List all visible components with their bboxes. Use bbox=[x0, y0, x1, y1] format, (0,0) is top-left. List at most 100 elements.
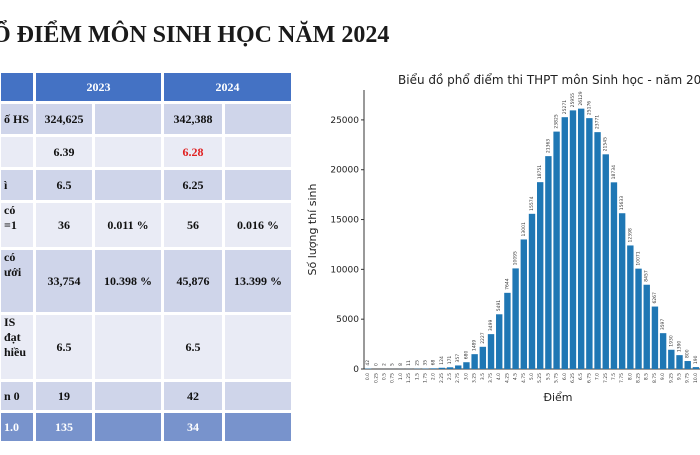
bar bbox=[480, 347, 486, 369]
x-tick-label: 4.0 bbox=[496, 373, 502, 380]
value-2024: 342,388 bbox=[164, 104, 222, 134]
data-label: 3597 bbox=[660, 319, 666, 331]
bar bbox=[439, 368, 445, 369]
bar bbox=[529, 214, 535, 369]
data-label: 25 bbox=[414, 360, 420, 366]
percent-2023 bbox=[95, 315, 161, 379]
data-label: 25271 bbox=[562, 100, 568, 114]
header-year-2024: 2024 bbox=[164, 73, 291, 101]
percent-2024 bbox=[225, 315, 291, 379]
data-label: 13001 bbox=[521, 222, 527, 236]
bar bbox=[512, 268, 518, 369]
data-label: 25955 bbox=[570, 93, 576, 107]
data-label: 7644 bbox=[504, 278, 510, 290]
percent-2023 bbox=[95, 170, 161, 200]
x-tick-label: 10.0 bbox=[693, 373, 699, 383]
data-label: 35 bbox=[422, 360, 428, 366]
x-tick-label: 9.0 bbox=[660, 373, 666, 380]
bar bbox=[521, 239, 527, 369]
x-tick-label: 5.25 bbox=[537, 373, 543, 383]
value-2024: 56 bbox=[164, 203, 222, 247]
data-label: 23771 bbox=[595, 115, 601, 129]
bar bbox=[463, 362, 469, 369]
percent-2024: 0.016 % bbox=[225, 203, 291, 247]
chart-title: Biểu đồ phổ điểm thi THPT môn Sinh học -… bbox=[398, 73, 700, 87]
x-tick-label: 7.25 bbox=[603, 373, 609, 383]
data-label: 25176 bbox=[586, 101, 592, 115]
x-tick-label: 1.0 bbox=[398, 373, 404, 380]
data-label: 680 bbox=[463, 350, 469, 359]
bar bbox=[693, 367, 699, 369]
bar bbox=[619, 213, 625, 369]
percent-2024 bbox=[225, 413, 291, 441]
bar bbox=[545, 156, 551, 369]
bar bbox=[627, 245, 633, 369]
y-tick-label: 25000 bbox=[330, 116, 359, 126]
bar bbox=[488, 334, 494, 369]
x-tick-label: 8.0 bbox=[627, 373, 633, 380]
data-label: 1930 bbox=[668, 335, 674, 347]
x-tick-label: 4.5 bbox=[513, 373, 519, 380]
x-tick-label: 0.0 bbox=[365, 373, 371, 380]
data-label: 124 bbox=[439, 356, 445, 365]
data-label: 42 bbox=[365, 360, 371, 366]
data-label: 8457 bbox=[644, 270, 650, 282]
row-label: có =1 bbox=[1, 203, 33, 247]
x-tick-label: 8.25 bbox=[636, 373, 642, 383]
data-label: 6267 bbox=[652, 292, 658, 304]
x-tick-label: 3.75 bbox=[488, 373, 494, 383]
data-label: 68 bbox=[431, 359, 437, 365]
percent-2023: 0.011 % bbox=[95, 203, 161, 247]
x-tick-label: 5.5 bbox=[545, 373, 551, 380]
percent-2024 bbox=[225, 137, 291, 167]
y-tick-label: 0 bbox=[353, 365, 359, 375]
x-tick-label: 2.75 bbox=[455, 373, 461, 383]
chart-svg: Biểu đồ phổ điểm thi THPT môn Sinh học -… bbox=[306, 70, 700, 450]
bar bbox=[455, 365, 461, 369]
value-2024: 6.28 bbox=[164, 137, 222, 167]
x-tick-label: 1.25 bbox=[406, 373, 412, 383]
data-label: 10071 bbox=[636, 251, 642, 265]
bar bbox=[537, 182, 543, 369]
data-label: 1390 bbox=[677, 341, 683, 353]
x-tick-label: 9.75 bbox=[685, 373, 691, 383]
bar bbox=[471, 354, 477, 369]
bar bbox=[603, 154, 609, 369]
value-2023: 36 bbox=[36, 203, 92, 247]
data-label: 5491 bbox=[496, 300, 502, 312]
value-2023: 6.39 bbox=[36, 137, 92, 167]
x-tick-label: 0.5 bbox=[381, 373, 387, 380]
bar bbox=[553, 132, 559, 369]
data-label: 3499 bbox=[488, 320, 494, 332]
bar bbox=[562, 117, 568, 369]
data-label: 23825 bbox=[554, 114, 560, 128]
bar bbox=[447, 367, 453, 369]
x-tick-label: 0.25 bbox=[373, 373, 379, 383]
bar bbox=[570, 110, 576, 369]
data-label: 18751 bbox=[537, 165, 543, 179]
bar bbox=[685, 361, 691, 369]
score-distribution-chart: Biểu đồ phổ điểm thi THPT môn Sinh học -… bbox=[306, 70, 700, 450]
row-label: 1.0 bbox=[1, 413, 33, 441]
x-tick-label: 7.5 bbox=[611, 373, 617, 380]
x-tick-label: 0.75 bbox=[390, 373, 396, 383]
x-tick-label: 6.0 bbox=[562, 373, 568, 380]
data-label: 171 bbox=[447, 356, 453, 365]
bar bbox=[578, 109, 584, 369]
value-2024: 42 bbox=[164, 382, 222, 410]
x-tick-label: 3.5 bbox=[480, 373, 486, 380]
data-label: 1489 bbox=[472, 340, 478, 352]
row-label: IS đạt hiều bbox=[1, 315, 33, 379]
data-label: 357 bbox=[455, 354, 461, 363]
table-row: 6.39 6.28 bbox=[1, 137, 291, 167]
percent-2023 bbox=[95, 413, 161, 441]
data-label: 190 bbox=[693, 355, 699, 364]
x-tick-label: 7.0 bbox=[595, 373, 601, 380]
data-label: 0 bbox=[373, 363, 379, 366]
data-label: 18734 bbox=[611, 165, 617, 179]
